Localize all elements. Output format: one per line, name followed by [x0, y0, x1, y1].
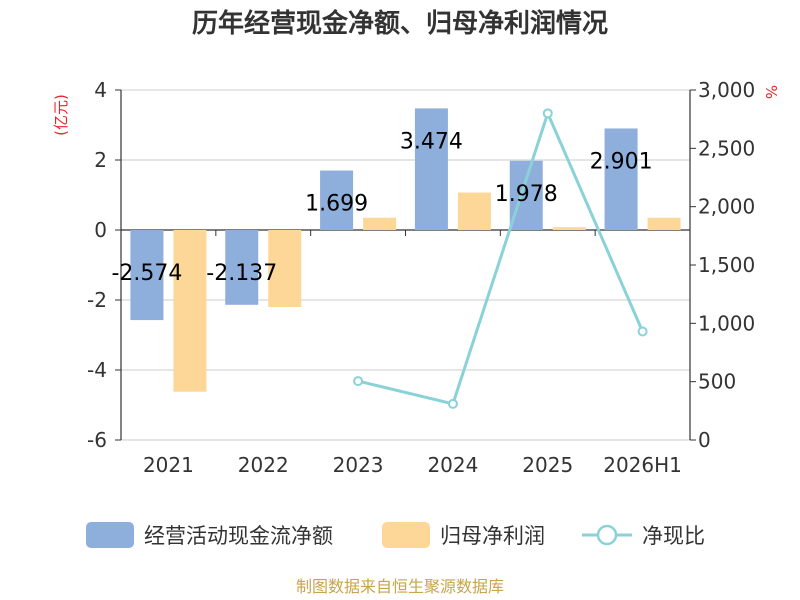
left-tick-label: 4	[94, 78, 107, 102]
net-cash-ratio-point	[542, 108, 553, 119]
x-tick-label: 2025	[522, 453, 573, 477]
net-cash-ratio-point	[447, 398, 458, 409]
cashflow-bar	[414, 108, 448, 230]
right-tick-label: 0	[698, 428, 711, 452]
right-tick-label: 1,500	[698, 253, 755, 277]
right-tick-label: 2,000	[698, 195, 755, 219]
net-cash-ratio-line	[357, 109, 644, 406]
net-profit-bar	[457, 192, 491, 230]
legend-label-ratio: 净现比	[642, 524, 705, 548]
x-tick-label: 2023	[333, 453, 384, 477]
cashflow-bar	[509, 160, 543, 230]
left-tick-label: 0	[94, 218, 107, 242]
net-cash-ratio-point	[637, 326, 648, 337]
cashflow-data-label: 1.978	[495, 182, 558, 207]
legend-swatch-ratio-marker	[596, 524, 618, 546]
left-tick-label: -2	[87, 288, 107, 312]
legend-swatch-cashflow	[86, 522, 134, 548]
legend: 经营活动现金流净额 归母净利润 净现比	[86, 522, 705, 548]
cashflow-data-label: -2.574	[111, 261, 182, 286]
cashflow-bar	[604, 128, 638, 230]
x-tick-label: 2026H1	[603, 453, 682, 477]
cashflow-bar	[130, 230, 164, 321]
cashflow-bar	[320, 170, 354, 230]
right-tick-label: 1,000	[698, 311, 755, 335]
net-cash-ratio-point	[353, 376, 364, 387]
right-tick-label: 3,000	[698, 78, 755, 102]
left-tick-label: 2	[94, 148, 107, 172]
x-tick-label: 2021	[143, 453, 194, 477]
cashflow-data-label: 1.699	[305, 192, 368, 217]
net-profit-bar	[552, 227, 586, 230]
right-axis-unit: %	[762, 85, 780, 99]
source-note: 制图数据来自恒生聚源数据库	[296, 577, 504, 596]
cashflow-data-label: 2.901	[590, 149, 653, 174]
net-profit-bar	[647, 217, 681, 230]
net-profit-bar	[173, 230, 207, 392]
x-tick-label: 2024	[427, 453, 478, 477]
left-tick-label: -4	[87, 358, 107, 382]
cashflow-bar	[225, 230, 259, 305]
cashflow-data-label: 3.474	[400, 129, 463, 154]
net-profit-bar	[363, 217, 397, 230]
left-axis-unit: (亿元)	[52, 94, 70, 136]
plot-area: -6 -4 -2 0 2 4 0 500 1,000 1,500 2,000 2,500 3,000 20…	[87, 78, 755, 477]
right-tick-label: 500	[698, 370, 736, 394]
cashflow-data-label: -2.137	[206, 261, 277, 286]
x-tick-label: 2022	[238, 453, 289, 477]
legend-label-cashflow: 经营活动现金流净额	[144, 524, 333, 548]
legend-label-net-profit: 归母净利润	[440, 524, 545, 548]
left-tick-label: -6	[87, 428, 107, 452]
chart-title: 历年经营现金净额、归母净利润情况	[192, 8, 608, 39]
net-profit-bar	[268, 230, 302, 307]
legend-swatch-net-profit	[382, 522, 430, 548]
right-tick-label: 2,500	[698, 136, 755, 160]
